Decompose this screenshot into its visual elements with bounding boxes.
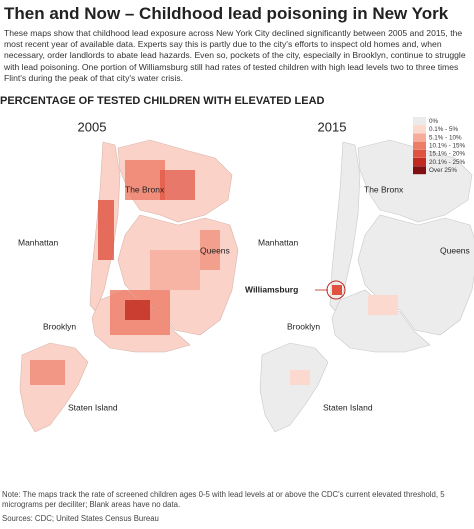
legend-label: 0.1% - 5% bbox=[429, 126, 458, 133]
map-label: Queens bbox=[440, 245, 470, 255]
intro: These maps show that childhood lead expo… bbox=[4, 28, 466, 83]
legend-swatch bbox=[413, 149, 426, 158]
map-label: Brooklyn bbox=[287, 321, 320, 331]
title: Then and Now – Childhood lead poisoning … bbox=[4, 4, 449, 23]
sources: Sources: CDC; United States Census Burea… bbox=[2, 514, 159, 523]
map-2005: 2005 The Bronx Manhattan Queens Brooklyn… bbox=[18, 119, 239, 433]
legend-swatch bbox=[413, 158, 426, 166]
legend-swatch bbox=[413, 166, 426, 175]
hotspots bbox=[290, 285, 398, 385]
maps: PERCENTAGE OF TESTED CHILDREN WITH ELEVA… bbox=[0, 95, 474, 433]
legend-swatch bbox=[413, 133, 426, 142]
legend-swatch bbox=[413, 117, 426, 125]
legend-swatch bbox=[413, 125, 426, 134]
hotspots bbox=[30, 160, 220, 385]
map-label: Staten Island bbox=[323, 402, 373, 412]
legend-label: 10.1% - 15% bbox=[429, 142, 465, 149]
year: 2015 bbox=[318, 119, 347, 134]
map-label: Manhattan bbox=[258, 237, 298, 247]
legend-label: 0% bbox=[429, 118, 439, 125]
map-label: Manhattan bbox=[18, 237, 58, 247]
map-label: Williamsburg bbox=[245, 284, 298, 294]
map-label: Queens bbox=[200, 245, 230, 255]
legend-label: 20.1% - 25% bbox=[429, 159, 465, 166]
legend-label: 5.1% - 10% bbox=[429, 134, 462, 141]
legend-label: Over 25% bbox=[429, 167, 457, 174]
legend-swatch bbox=[413, 141, 426, 150]
map-label: Staten Island bbox=[68, 402, 118, 412]
subtitle: PERCENTAGE OF TESTED CHILDREN WITH ELEVA… bbox=[0, 95, 325, 107]
map-label: The Bronx bbox=[125, 184, 165, 194]
note: Note: The maps track the rate of screene… bbox=[2, 490, 445, 509]
legend-label: 15.1% - 20% bbox=[429, 151, 465, 158]
map-label: The Bronx bbox=[364, 184, 404, 194]
map-2015: 2015 The Bronx Manhattan Queens Williams… bbox=[245, 119, 474, 433]
map-label: Brooklyn bbox=[43, 321, 76, 331]
year: 2005 bbox=[78, 119, 107, 134]
legend: 0%0.1% - 5%5.1% - 10%10.1% - 15% 15.1% - … bbox=[413, 117, 465, 175]
